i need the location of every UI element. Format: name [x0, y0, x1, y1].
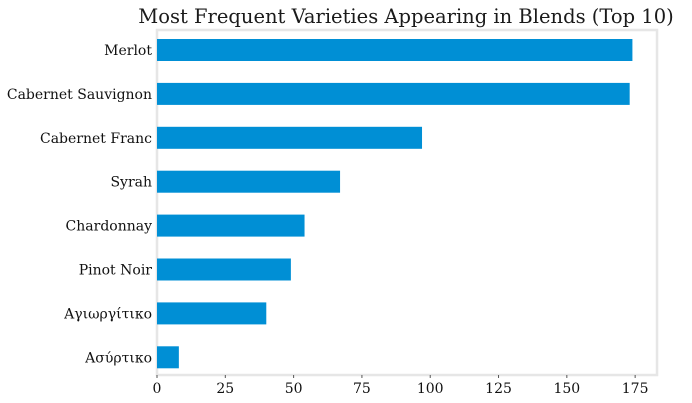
- bar-2: [157, 126, 423, 149]
- x-tick-label-5: 125: [485, 381, 512, 397]
- bar-4: [157, 214, 305, 237]
- category-label-3: Syrah: [110, 175, 152, 191]
- category-label-1: Cabernet Sauvignon: [7, 87, 152, 103]
- category-label-7: Ασύρτικο: [84, 350, 152, 366]
- chart-title: Most Frequent Varieties Appearing in Ble…: [138, 5, 673, 28]
- x-tick-label-3: 75: [353, 381, 371, 397]
- bar-7: [157, 346, 179, 369]
- x-tick-label-4: 100: [417, 381, 444, 397]
- category-label-5: Pinot Noir: [79, 263, 153, 279]
- category-labels: Merlot Cabernet Sauvignon Cabernet Franc Sy…: [7, 43, 153, 366]
- category-label-0: Merlot: [104, 43, 152, 59]
- x-tick-label-7: 175: [622, 381, 649, 397]
- bar-6: [157, 302, 267, 325]
- category-label-6: Αγιωργίτικο: [63, 305, 152, 322]
- bar-1: [157, 82, 630, 105]
- x-tick-label-2: 50: [285, 381, 303, 397]
- category-label-2: Cabernet Franc: [40, 131, 152, 147]
- plot-frame: [155, 28, 659, 377]
- x-tick-label-0: 0: [153, 381, 162, 397]
- bar-0: [157, 39, 633, 61]
- bar-3: [157, 170, 341, 193]
- x-tick-label-6: 150: [553, 381, 580, 397]
- bar-5: [157, 258, 291, 281]
- x-axis-ticks: 0 25 50 75 100 125 150 175: [153, 375, 649, 397]
- bars-group: [157, 39, 633, 369]
- x-tick-label-1: 25: [216, 381, 234, 397]
- category-label-4: Chardonnay: [66, 219, 153, 235]
